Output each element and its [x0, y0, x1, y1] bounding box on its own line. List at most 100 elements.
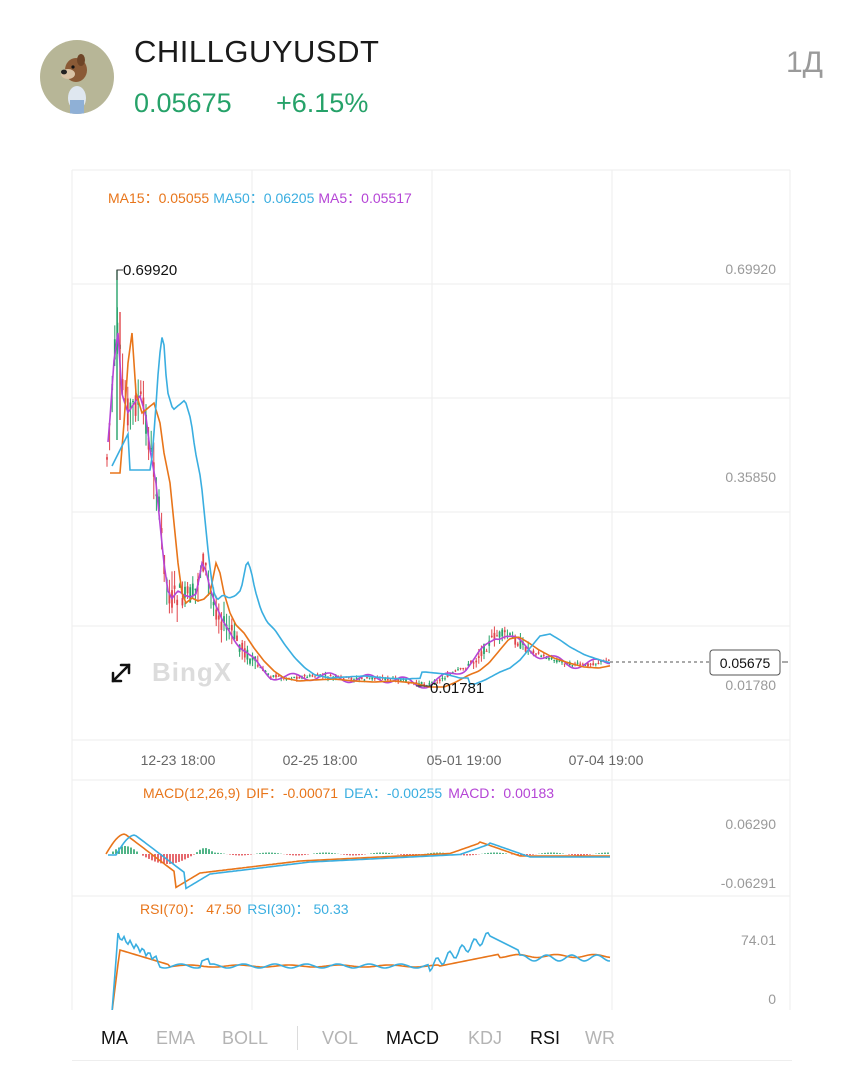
macd-legend: MACD(12,26,9) DIF：-0.00071 DEA：-0.00255 MAC… — [143, 785, 554, 801]
last-price: 0.05675 — [134, 88, 232, 118]
candle — [306, 675, 309, 679]
interval-selector[interactable]: 1Д — [786, 46, 824, 79]
ma15-legend-value: 0.05055 — [159, 190, 210, 206]
high-price-label: 0.69920 — [123, 262, 177, 279]
candle — [441, 675, 444, 682]
candle — [191, 576, 194, 599]
candle — [542, 652, 545, 658]
candle — [223, 601, 225, 632]
candle — [594, 663, 597, 667]
candle — [308, 673, 311, 678]
candle — [576, 660, 579, 666]
tab-kdj[interactable]: KDJ — [468, 1028, 503, 1048]
x-axis-label: 05-01 19:00 — [427, 752, 502, 768]
tab-vol[interactable]: VOL — [322, 1028, 359, 1048]
macd-indicator — [105, 833, 610, 890]
candle — [142, 380, 145, 425]
candle — [194, 588, 197, 604]
candle — [496, 629, 498, 637]
candle — [233, 621, 236, 642]
tab-wr[interactable]: WR — [585, 1028, 615, 1048]
candle — [490, 629, 493, 639]
low-price-label: 0.01781 — [430, 680, 484, 697]
candle — [171, 571, 173, 614]
dea-line — [108, 834, 610, 890]
x-axis-label: 02-25 18:00 — [283, 752, 358, 768]
candle — [444, 676, 446, 681]
rsi-axis-label: 74.01 — [741, 932, 776, 948]
candle — [106, 453, 108, 467]
candle — [540, 654, 543, 658]
moving-average-lines — [107, 332, 611, 689]
candle — [293, 676, 296, 679]
candle — [371, 677, 374, 681]
symbol-title: CHILLGUYUSDT — [134, 34, 380, 69]
rsi30-line — [111, 931, 611, 1010]
candle — [132, 398, 134, 425]
candle — [454, 669, 457, 673]
rsi-indicator — [111, 931, 611, 1010]
tab-ma[interactable]: MA — [101, 1028, 128, 1048]
tab-macd[interactable]: MACD — [386, 1028, 439, 1048]
chill-guy-avatar-icon — [40, 40, 114, 114]
candle — [145, 404, 147, 446]
rsi70-value: 47.50 — [206, 901, 241, 917]
candle — [368, 677, 371, 680]
candle — [607, 659, 610, 661]
tab-ema[interactable]: EMA — [156, 1028, 196, 1048]
candle — [249, 658, 251, 666]
expand-icon[interactable] — [111, 663, 131, 683]
candle — [272, 675, 275, 678]
price-chart[interactable]: MA15：0.05055 MA50：0.06205 MA5：0.05517 0.69… — [0, 0, 864, 1010]
candle — [553, 659, 556, 664]
tab-boll[interactable]: BOLL — [222, 1028, 269, 1048]
macd-axis-label: -0.06291 — [721, 875, 776, 891]
candle — [506, 629, 509, 639]
rsi30-value: 50.33 — [314, 901, 349, 917]
candle — [246, 645, 249, 665]
candle — [472, 660, 475, 669]
macd-axis-label: 0.06290 — [725, 816, 776, 832]
candle — [516, 641, 519, 647]
candle — [423, 682, 426, 688]
candle — [236, 631, 238, 642]
y-axis-label: 0.69920 — [725, 261, 776, 277]
rsi-legend: RSI(70)： 47.50 RSI(30)： 50.33 — [140, 901, 349, 917]
x-axis-label: 12-23 18:00 — [141, 752, 216, 768]
candle — [202, 552, 205, 573]
candle — [275, 672, 277, 681]
candle — [462, 667, 465, 671]
candle — [563, 663, 566, 667]
candle — [173, 570, 176, 604]
y-axis-label: 0.35850 — [725, 469, 776, 485]
candle — [485, 648, 488, 652]
candle — [493, 626, 496, 647]
rsi-axis-label: 0 — [768, 991, 776, 1007]
candle — [176, 595, 179, 623]
candle — [571, 664, 574, 667]
candle — [230, 618, 233, 645]
high-price-marker: 0.69920 — [116, 262, 177, 280]
dif-label: DIF： — [246, 785, 283, 801]
ma15-line — [110, 332, 611, 688]
candle — [428, 680, 431, 686]
low-price-marker: 0.01781 — [416, 680, 484, 697]
candle — [459, 667, 462, 671]
macd-title: MACD(12,26,9) — [143, 785, 240, 801]
bingx-watermark: BingX — [152, 657, 232, 687]
candle — [581, 662, 584, 665]
candle — [139, 380, 142, 397]
dif-value: -0.00071 — [283, 785, 338, 801]
ma5-line — [107, 332, 611, 689]
candle — [498, 630, 501, 644]
ma50-line — [111, 337, 611, 685]
ma50-legend-label: MA50： — [213, 190, 264, 206]
tab-rsi[interactable]: RSI — [530, 1028, 561, 1048]
candle — [373, 677, 376, 681]
ticker-header: CHILLGUYUSDT 0.05675 +6.15% 1Д — [0, 0, 864, 140]
price-change-percent: +6.15% — [276, 88, 369, 118]
candle — [150, 430, 153, 453]
candle — [436, 680, 439, 684]
candle — [457, 667, 459, 671]
candle — [129, 398, 132, 430]
